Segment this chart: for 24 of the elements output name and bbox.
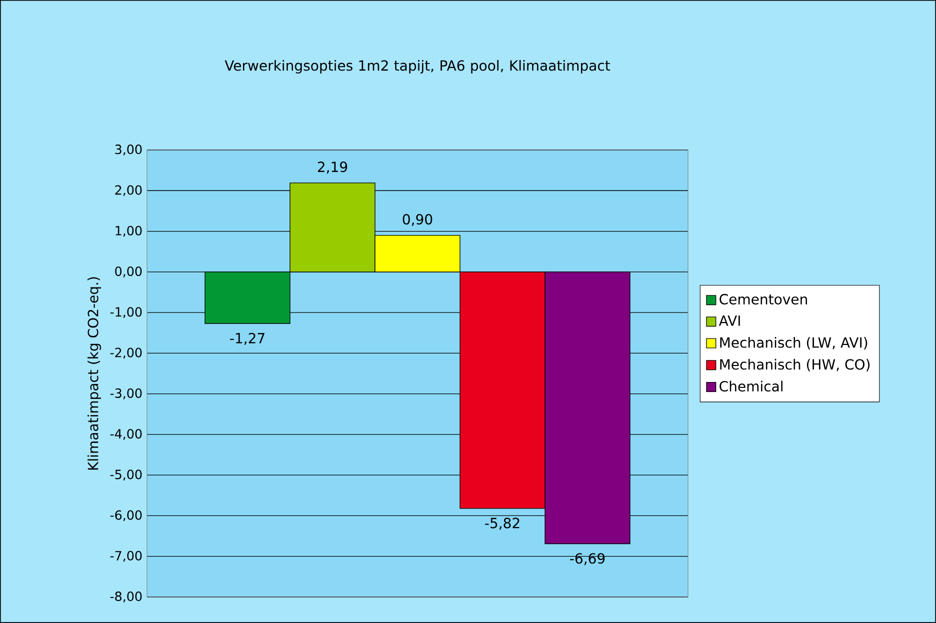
y-tick-label: -2,00 (110, 348, 142, 359)
y-tick-label: -8,00 (110, 592, 142, 602)
data-label: 2,19 (318, 162, 348, 174)
y-tick-label: 3,00 (115, 144, 142, 156)
legend-label: AVI (718, 316, 740, 326)
data-label: -6,69 (570, 553, 605, 566)
data-label: 0,90 (402, 214, 432, 226)
data-label: -1,27 (230, 332, 264, 345)
y-tick-label: -5,00 (110, 470, 142, 481)
y-tick-label: -3,00 (110, 388, 142, 400)
chart-title: Verwerkingsopties 1m2 tapijt, PA6 pool, Klimaatimpact (224, 60, 610, 74)
legend-label: Mechanisch (HW, CO) (720, 358, 870, 372)
y-tick-label: 2,00 (115, 185, 142, 196)
legend-label: Cementoven (720, 294, 807, 305)
y-tick-label: 0,00 (115, 266, 142, 278)
y-tick-label: -1,00 (110, 307, 142, 318)
legend-label: Mechanisch (LW, AVI) (720, 337, 868, 350)
y-axis-title: Klimaatimpact (kg CO2-eq.) (87, 277, 102, 470)
y-tick-label: 1,00 (116, 226, 142, 237)
y-tick-label: -7,00 (110, 550, 142, 562)
data-label: -5,82 (485, 518, 520, 530)
y-tick-label: -4,00 (110, 429, 142, 440)
y-tick-label: -6,00 (110, 510, 142, 522)
legend-label: Chemical (720, 380, 782, 392)
